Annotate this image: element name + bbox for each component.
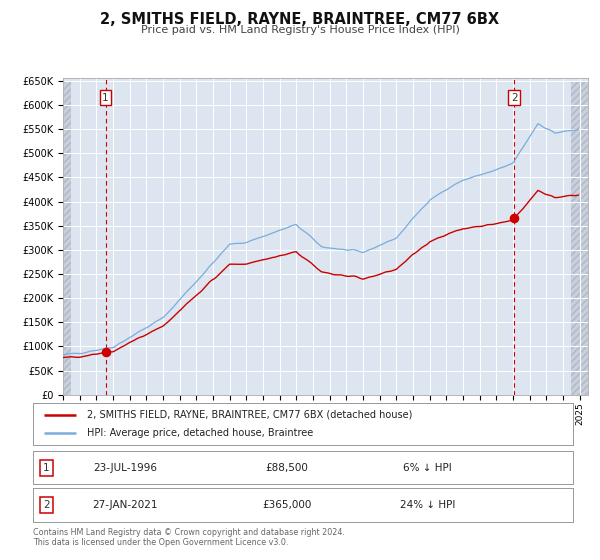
Point [101,348,110,357]
Text: 1: 1 [102,93,109,102]
Text: 27-JAN-2021: 27-JAN-2021 [92,500,158,510]
Text: 2, SMITHS FIELD, RAYNE, BRAINTREE, CM77 6BX (detached house): 2, SMITHS FIELD, RAYNE, BRAINTREE, CM77 … [87,410,412,420]
Bar [571,81,588,395]
Text: Contains HM Land Registry data © Crown copyright and database right 2024.
This d: Contains HM Land Registry data © Crown c… [33,528,345,547]
Text: 2, SMITHS FIELD, RAYNE, BRAINTREE, CM77 6BX: 2, SMITHS FIELD, RAYNE, BRAINTREE, CM77 … [100,12,500,27]
Text: £88,500: £88,500 [265,463,308,473]
Text: 24% ↓ HPI: 24% ↓ HPI [400,500,455,510]
Bar [63,81,71,395]
Text: 23-JUL-1996: 23-JUL-1996 [93,463,157,473]
Text: 1: 1 [43,463,50,473]
Text: £365,000: £365,000 [262,500,311,510]
Text: HPI: Average price, detached house, Braintree: HPI: Average price, detached house, Brai… [87,428,313,438]
Text: 6% ↓ HPI: 6% ↓ HPI [403,463,452,473]
Text: Price paid vs. HM Land Registry's House Price Index (HPI): Price paid vs. HM Land Registry's House … [140,25,460,35]
Text: 2: 2 [511,93,517,102]
Text: 2: 2 [43,500,50,510]
Point [509,214,519,223]
